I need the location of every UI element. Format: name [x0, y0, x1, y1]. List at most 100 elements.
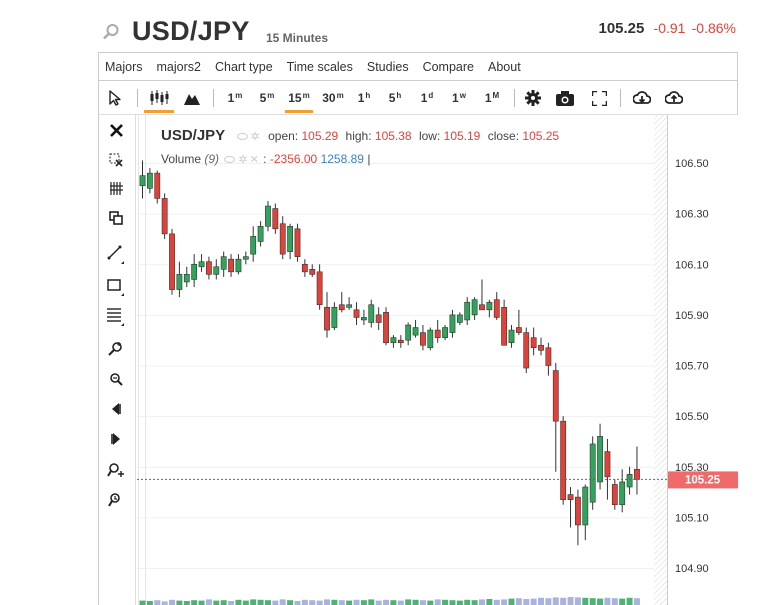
current-price-tag-label: 105.25: [685, 474, 721, 486]
volume-label[interactable]: Volume: [161, 152, 202, 166]
legend-symbol[interactable]: USD/JPY: [161, 127, 226, 144]
trendline-button[interactable]: [105, 244, 127, 264]
volume-bar: [552, 597, 559, 605]
zoom-in-icon: [108, 342, 122, 356]
snapshot-button[interactable]: [554, 87, 576, 109]
tf-unit: h: [396, 90, 402, 100]
volume-bar: [567, 597, 574, 605]
scroll-right-button[interactable]: [105, 429, 127, 449]
symbol-title[interactable]: USD/JPY: [132, 16, 250, 46]
volume-bar: [176, 600, 183, 605]
candle-body: [361, 317, 367, 321]
eye-icon[interactable]: [224, 156, 236, 164]
volume-bar: [574, 597, 581, 605]
volume-bar: [161, 601, 168, 605]
current-price: 105.25: [598, 20, 645, 37]
candle-body: [626, 474, 633, 488]
volume-bar: [301, 599, 308, 605]
menu-time-scales[interactable]: Time scales: [286, 59, 353, 74]
gear-icon[interactable]: ✲: [238, 154, 248, 167]
volume-bar: [331, 599, 338, 605]
chart-area[interactable]: 106.50 106.30 106.10 105.90 105.70 105.50 105.…: [137, 115, 738, 605]
timeframe-30m-button[interactable]: 30 m: [319, 87, 347, 109]
pointer-tool-button[interactable]: [105, 87, 125, 109]
volume-bar: [272, 600, 279, 605]
volume-bar: [434, 599, 441, 605]
volume-bar: [597, 598, 604, 605]
tf-unit: m: [302, 90, 310, 100]
eye-icon[interactable]: [236, 133, 248, 141]
close-label: close:: [487, 129, 520, 143]
tf-value: 5: [259, 91, 267, 105]
candle-body: [530, 337, 537, 349]
crosshair-button[interactable]: [105, 178, 127, 198]
cloud-download-icon: [633, 90, 651, 104]
candle-body: [257, 225, 264, 242]
candle-body: [412, 327, 419, 336]
copy-button[interactable]: [105, 208, 127, 228]
tf-unit: m: [267, 90, 275, 100]
menu-compare[interactable]: Compare: [422, 59, 474, 74]
volume-bar: [309, 600, 316, 605]
search-icon[interactable]: [102, 23, 120, 41]
zoom-out-button[interactable]: [105, 369, 127, 389]
candle-body: [434, 329, 441, 338]
fibonacci-button[interactable]: [105, 306, 127, 326]
open-value: 105.29: [301, 129, 339, 143]
menu-majors2[interactable]: majors2: [156, 59, 201, 74]
scroll-left-button[interactable]: [105, 399, 127, 419]
candle-body: [375, 314, 382, 323]
timeframe-15m-button[interactable]: 15 m: [285, 87, 313, 113]
candle-body: [287, 225, 293, 252]
scroll-left-icon: [112, 403, 121, 415]
close-icon[interactable]: ✕: [249, 154, 259, 167]
menu-chart-type[interactable]: Chart type: [214, 59, 273, 74]
volume-bar: [523, 599, 530, 605]
mountain-type-button[interactable]: [181, 87, 203, 109]
download-button[interactable]: [631, 87, 653, 109]
candlestick-type-button[interactable]: [144, 87, 174, 113]
high-label: high:: [345, 129, 372, 143]
rectangle-button[interactable]: [105, 276, 127, 296]
trendline-icon: [107, 245, 124, 264]
menu-majors[interactable]: Majors: [105, 59, 143, 74]
price-tick-label: 106.30: [675, 209, 709, 221]
volume-bar: [589, 598, 596, 605]
zoom-plus-button[interactable]: [105, 460, 127, 480]
candle-body: [493, 299, 500, 318]
price-tick-label: 106.10: [675, 259, 709, 271]
fullscreen-button[interactable]: [588, 87, 610, 109]
close-drawing-button[interactable]: [105, 120, 127, 140]
open-label: open:: [268, 129, 299, 143]
price-chart[interactable]: 106.50 106.30 106.10 105.90 105.70 105.50 105.…: [137, 115, 738, 605]
candles-group: [139, 160, 640, 546]
menu-about[interactable]: About: [488, 59, 521, 74]
zoom-in-button[interactable]: [105, 339, 127, 359]
gear-icon[interactable]: ✲: [250, 131, 260, 144]
settings-button[interactable]: [522, 87, 544, 109]
price-tick-label: 105.10: [675, 512, 709, 524]
remove-drawings-button[interactable]: [105, 150, 127, 170]
volume-bar: [427, 600, 434, 605]
candle-body: [405, 324, 412, 341]
volume-bar: [412, 599, 419, 605]
menu-studies[interactable]: Studies: [366, 59, 409, 74]
volume-bar: [198, 600, 205, 605]
zoom-reset-button[interactable]: [105, 490, 127, 510]
candle-body: [449, 314, 456, 333]
candle-body: [206, 261, 212, 275]
candle-body: [228, 258, 234, 273]
tf-value: 1: [452, 91, 459, 105]
price-tick-label: 104.90: [675, 563, 709, 575]
upload-button[interactable]: [663, 87, 685, 109]
close-value: 105.25: [522, 129, 560, 143]
candle-body: [619, 481, 626, 506]
candle-body: [420, 332, 426, 346]
